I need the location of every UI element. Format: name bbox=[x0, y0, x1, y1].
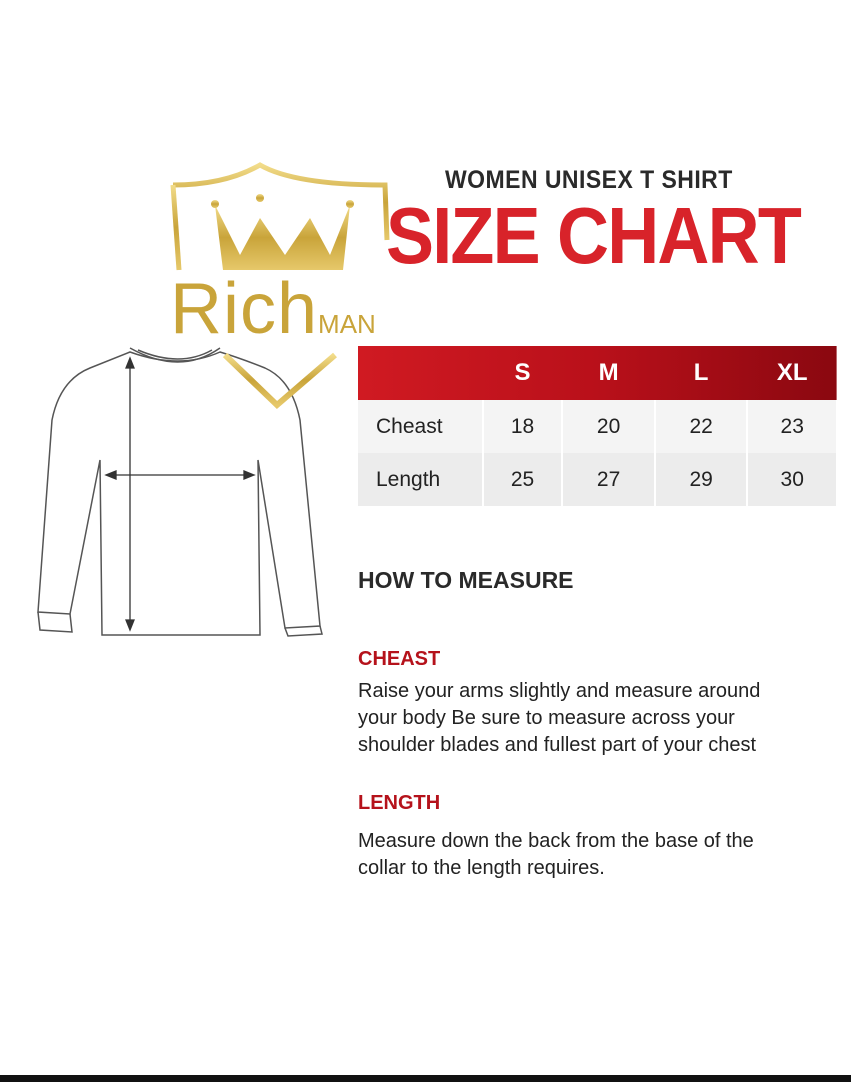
table-header-row: S M L XL bbox=[358, 346, 837, 400]
table-row: Cheast 18 20 22 23 bbox=[358, 400, 838, 453]
bottom-bar bbox=[0, 1075, 851, 1082]
column-header: L bbox=[693, 359, 709, 386]
column-header: S bbox=[514, 359, 531, 386]
logo-small: MAN bbox=[318, 309, 376, 339]
logo-text: RichMAN bbox=[170, 268, 376, 350]
page-title: SIZE CHART bbox=[386, 191, 802, 280]
text-line: your body Be sure to measure across your bbox=[358, 707, 735, 729]
section-title-cheast: CHEAST bbox=[358, 648, 441, 670]
table-cell: 23 bbox=[747, 400, 838, 453]
text-line: shoulder blades and fullest part of your… bbox=[358, 734, 757, 756]
table-row: Length 25 27 29 30 bbox=[358, 453, 838, 506]
table-cell: 30 bbox=[747, 453, 838, 506]
section-title-length: LENGTH bbox=[358, 792, 441, 814]
text-line: Raise your arms slightly and measure aro… bbox=[358, 680, 761, 702]
column-header bbox=[358, 346, 483, 400]
table-cell: 22 bbox=[654, 400, 749, 453]
subtitle: WOMEN UNISEX T SHIRT bbox=[445, 166, 733, 194]
size-table: S M L XL Cheast 18 20 22 23 Length 25 27… bbox=[358, 346, 838, 506]
section-text-length: Measure down the back from the base of t… bbox=[358, 828, 838, 882]
text-line: Measure down the back from the base of t… bbox=[358, 830, 754, 852]
row-label: Length bbox=[358, 453, 484, 506]
table-cell: 27 bbox=[562, 453, 656, 506]
table-cell: 29 bbox=[654, 453, 749, 506]
table-cell: 20 bbox=[562, 400, 656, 453]
column-header: XL bbox=[776, 359, 808, 386]
table-cell: 25 bbox=[482, 453, 564, 506]
row-label: Cheast bbox=[358, 400, 484, 453]
how-to-measure-heading: HOW TO MEASURE bbox=[358, 567, 574, 593]
table-cell: 18 bbox=[482, 400, 564, 453]
column-header: M bbox=[598, 359, 619, 386]
crown-shield-icon bbox=[170, 162, 390, 410]
shirt-illustration bbox=[37, 347, 323, 637]
logo-main: Rich bbox=[170, 269, 319, 349]
section-text-cheast: Raise your arms slightly and measure aro… bbox=[358, 678, 838, 759]
text-line: collar to the length requires. bbox=[358, 857, 605, 879]
